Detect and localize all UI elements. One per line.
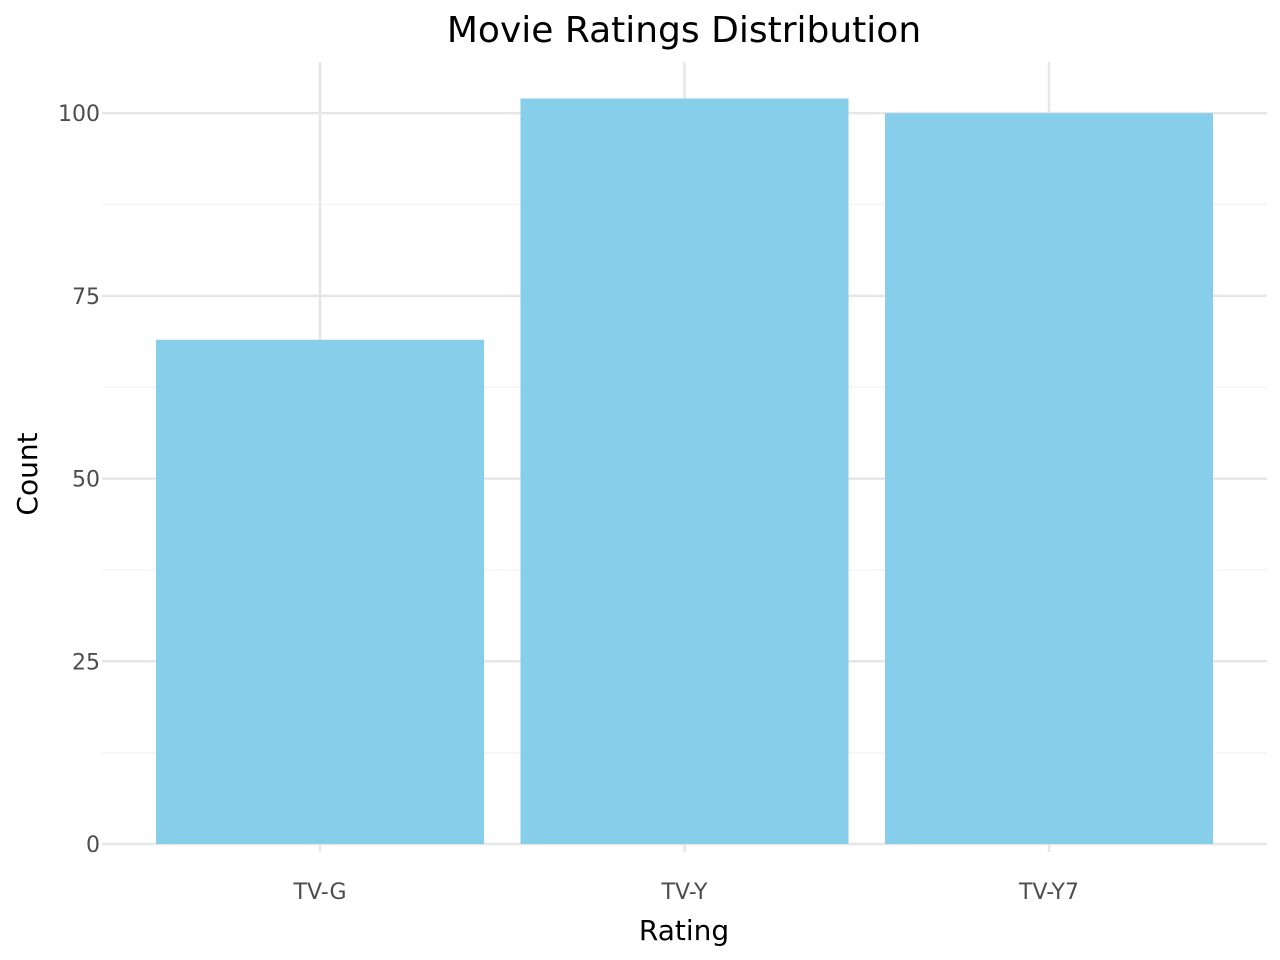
x-tick-label: TV-G [293,880,347,905]
x-tick-label: TV-Y7 [1018,880,1079,905]
x-tick-label: TV-Y [661,880,709,905]
bar-tv-g [156,339,484,844]
bar-tv-y [520,98,849,844]
label-layer: 0 25 50 75 100 TV-G TV-Y TV-Y7 [58,102,1079,905]
y-axis-title: Count [11,432,44,515]
y-tick-label: 50 [72,468,100,493]
chart-title: Movie Ratings Distribution [447,10,921,51]
bar-tv-y7 [885,113,1213,845]
y-tick-label: 25 [72,650,100,675]
y-tick-label: 100 [58,102,100,127]
y-tick-label: 0 [86,833,100,858]
y-tick-label: 75 [72,285,100,310]
bar-layer [156,98,1213,845]
x-axis-title: Rating [639,914,729,947]
